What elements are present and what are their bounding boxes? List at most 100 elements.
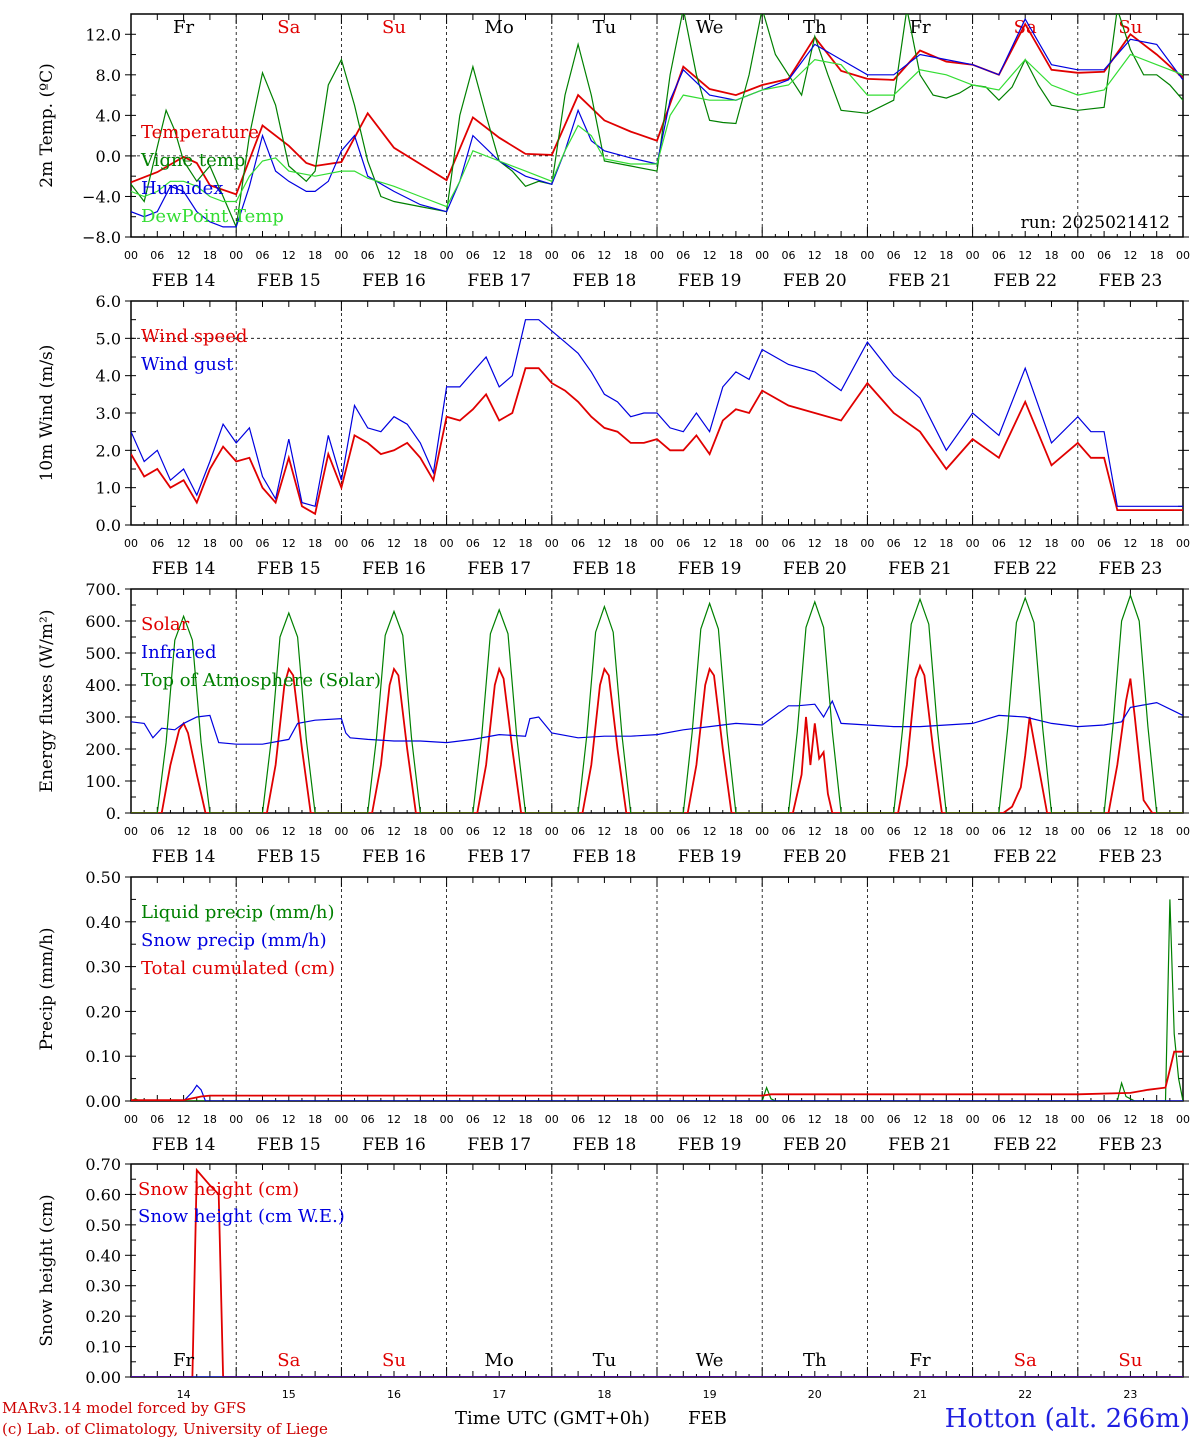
date-label: FEB 18 — [573, 559, 637, 579]
date-label: FEB 23 — [1099, 271, 1163, 291]
x-axis-label: Time UTC (GMT+0h) — [455, 1408, 650, 1429]
date-label: FEB 14 — [152, 559, 216, 579]
y-tick-label: 0.40 — [85, 1246, 121, 1265]
x-tick-label: 18 — [624, 249, 638, 262]
x-tick-label: 00 — [334, 249, 348, 262]
y-tick-label: 5.0 — [96, 329, 121, 348]
x-tick-label: 06 — [256, 249, 270, 262]
day-number: 22 — [1018, 1388, 1032, 1401]
model-credit: MARv3.14 model forced by GFS — [2, 1399, 246, 1417]
x-tick-label: 06 — [782, 249, 796, 262]
y-tick-label: 100. — [85, 772, 121, 791]
x-tick-label: 00 — [124, 249, 138, 262]
x-tick-label: 12 — [177, 1113, 191, 1126]
x-tick-label: 06 — [676, 1113, 690, 1126]
y-tick-label: 1.0 — [96, 479, 121, 498]
x-tick-label: 00 — [334, 537, 348, 550]
x-tick-label: 12 — [1123, 1113, 1137, 1126]
y-tick-label: 0.00 — [85, 1092, 121, 1111]
date-label: FEB 22 — [993, 559, 1057, 579]
y-tick-label: −8.0 — [82, 228, 121, 247]
x-tick-label: 12 — [282, 825, 296, 838]
series-line-solar — [131, 663, 1183, 813]
legend-entry: Wind gust — [141, 354, 234, 375]
footer: MARv3.14 model forced by GFS (c) Lab. of … — [2, 1399, 1190, 1438]
x-tick-label: 06 — [571, 1113, 585, 1126]
y-tick-label: 0.00 — [85, 1368, 121, 1387]
day-name: Mo — [485, 1350, 514, 1371]
day-name: Su — [382, 17, 406, 38]
y-tick-label: 400. — [85, 676, 121, 695]
y-tick-label: 0. — [106, 804, 121, 823]
y-tick-label: 4.0 — [96, 367, 121, 386]
x-tick-label: 00 — [1071, 825, 1085, 838]
date-label: FEB 21 — [888, 559, 952, 579]
day-name: Tu — [593, 17, 617, 38]
x-tick-label: 18 — [413, 249, 427, 262]
x-tick-label: 18 — [519, 825, 533, 838]
x-tick-label: 12 — [282, 249, 296, 262]
y-tick-label: 0.0 — [96, 516, 121, 535]
y-axis-label: Energy fluxes (W/m²) — [37, 610, 57, 793]
x-tick-label: 06 — [466, 825, 480, 838]
x-tick-label: 00 — [1176, 537, 1190, 550]
x-tick-label: 18 — [1150, 1113, 1164, 1126]
x-tick-label: 06 — [256, 1113, 270, 1126]
plot-frame — [130, 13, 1184, 238]
date-label: FEB 22 — [993, 847, 1057, 867]
panel-4: 0.00 0.10 0.20 0.30 0.40 0.50 Precip (mm/h) 00 0… — [37, 868, 1190, 1155]
panel-3: 0. 100. 200. 300. 400. 500. 600. 700. Energy flu… — [37, 580, 1190, 867]
x-tick-label: 18 — [308, 1113, 322, 1126]
date-label: FEB 17 — [467, 559, 531, 579]
x-tick-label: 06 — [887, 249, 901, 262]
x-tick-label: 06 — [466, 249, 480, 262]
x-tick-label: 12 — [177, 825, 191, 838]
x-tick-label: 12 — [1018, 249, 1032, 262]
x-tick-label: 06 — [571, 537, 585, 550]
day-name: Mo — [485, 17, 514, 38]
date-label: FEB 19 — [678, 559, 742, 579]
x-tick-label: 00 — [334, 825, 348, 838]
x-tick-label: 06 — [361, 537, 375, 550]
x-tick-label: 00 — [755, 825, 769, 838]
x-tick-label: 00 — [650, 825, 664, 838]
x-tick-label: 18 — [729, 1113, 743, 1126]
x-tick-label: 06 — [676, 249, 690, 262]
x-tick-label: 12 — [387, 537, 401, 550]
x-tick-label: 18 — [1045, 537, 1059, 550]
y-tick-label: 0.50 — [85, 1216, 121, 1235]
date-label: FEB 15 — [257, 1135, 321, 1155]
date-label: FEB 17 — [467, 847, 531, 867]
x-tick-label: 06 — [150, 1113, 164, 1126]
x-tick-label: 00 — [1176, 1113, 1190, 1126]
x-tick-label: 00 — [860, 1113, 874, 1126]
series-line-wind-gust — [131, 319, 1183, 508]
x-tick-label: 12 — [387, 825, 401, 838]
x-tick-label: 12 — [597, 249, 611, 262]
date-label: FEB 20 — [783, 271, 847, 291]
x-tick-label: 12 — [597, 537, 611, 550]
y-tick-label: 0.10 — [85, 1338, 121, 1357]
day-name: We — [696, 17, 724, 38]
day-name: Th — [803, 1350, 827, 1371]
x-tick-label: 18 — [519, 249, 533, 262]
x-tick-label: 12 — [703, 537, 717, 550]
panel-5: 0.00 0.10 0.20 0.30 0.40 0.50 0.60 0.70 Snow hei… — [37, 1155, 1189, 1401]
x-tick-label: 12 — [1123, 825, 1137, 838]
y-tick-label: 8.0 — [96, 66, 121, 85]
y-axis-label: 10m Wind (m/s) — [37, 345, 57, 482]
series-line-top-of-atmosphere-solar- — [131, 593, 1183, 813]
y-tick-label: 0.30 — [85, 1277, 121, 1296]
day-name: We — [696, 1350, 724, 1371]
x-tick-label: 06 — [782, 537, 796, 550]
day-name: Fr — [909, 17, 930, 38]
x-tick-label: 12 — [282, 537, 296, 550]
legend-entry: Wind speed — [141, 326, 247, 347]
x-tick-label: 00 — [229, 825, 243, 838]
x-tick-label: 06 — [466, 1113, 480, 1126]
y-axis-label: Snow height (cm) — [37, 1194, 57, 1346]
x-tick-label: 00 — [124, 537, 138, 550]
y-tick-label: 3.0 — [96, 404, 121, 423]
x-tick-label: 06 — [887, 825, 901, 838]
legend-entry: Snow precip (mm/h) — [141, 930, 327, 951]
